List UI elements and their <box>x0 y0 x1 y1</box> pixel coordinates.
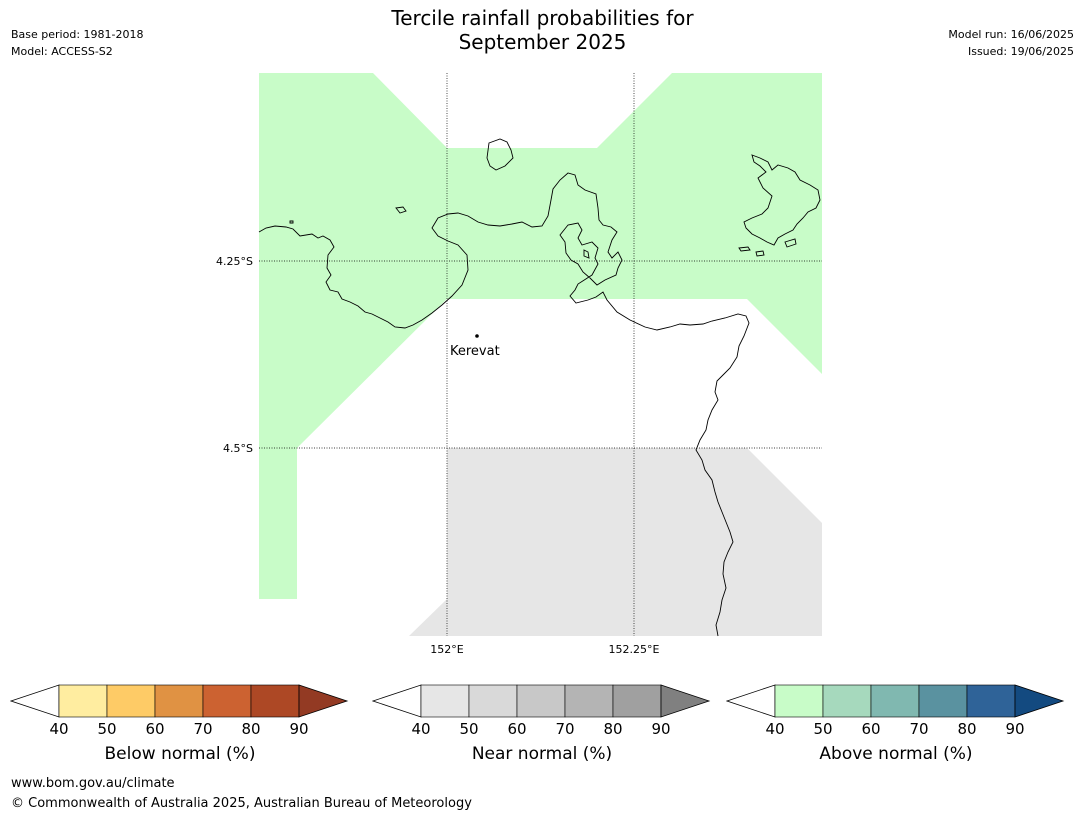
coastline-islet-north <box>486 138 514 171</box>
colorbar-tick-label: 70 <box>555 720 575 738</box>
model-name: Model: ACCESS-S2 <box>11 45 113 58</box>
colorbar-segment <box>250 684 300 718</box>
lon-label-152: 152°E <box>430 643 463 656</box>
near-normal-ticks: 40 50 60 70 80 90 <box>372 720 712 740</box>
colorbar-over-triangle <box>1014 684 1065 718</box>
coastline-islands-east <box>743 154 821 246</box>
lat-label-4-5: 4.5°S <box>223 442 253 455</box>
colorbar-tick-label: 50 <box>97 720 117 738</box>
colorbar-segment <box>202 684 252 718</box>
map-panel: Kerevat 4.25°S 4.5°S 152°E 152.25°E <box>216 73 822 656</box>
colorbar-segment <box>774 684 824 718</box>
colorbar-tick-label: 70 <box>909 720 929 738</box>
colorbar-tick-label: 60 <box>507 720 527 738</box>
near-normal-colorbar <box>371 684 711 718</box>
colorbar-tick-label: 80 <box>957 720 977 738</box>
title-line-2: September 2025 <box>458 30 627 54</box>
coastline-islet-east-c <box>784 238 797 248</box>
coastline-islet-inlet <box>583 249 590 259</box>
legend-near-normal: 40 50 60 70 80 90 Near normal (%) <box>371 684 712 774</box>
colorbar-tick-label: 80 <box>241 720 261 738</box>
lat-label-4-25: 4.25°S <box>216 255 253 268</box>
meta-right: Model run: 16/06/2025 Issued: 19/06/2025 <box>948 26 1074 60</box>
colorbar-tick-label: 90 <box>289 720 309 738</box>
colorbar-tick-label: 40 <box>411 720 431 738</box>
colorbar-segment <box>154 684 204 718</box>
place-label-kerevat: Kerevat <box>450 344 500 359</box>
model-run: Model run: 16/06/2025 <box>948 28 1074 41</box>
colorbar-over-triangle <box>660 684 711 718</box>
base-period: Base period: 1981-2018 <box>11 28 144 41</box>
colorbar-tick-label: 50 <box>459 720 479 738</box>
colorbar-under-triangle <box>371 684 422 718</box>
coastline-islet-west <box>395 206 407 214</box>
colorbar-segment <box>58 684 108 718</box>
near-normal-region <box>409 448 822 636</box>
above-normal-colorbar <box>725 684 1065 718</box>
footer-url[interactable]: www.bom.gov.au/climate <box>11 776 175 791</box>
meta-left: Base period: 1981-2018 Model: ACCESS-S2 <box>11 26 143 60</box>
coastline-islet-east-b <box>755 250 765 257</box>
title-line-1: Tercile rainfall probabilities for <box>391 6 694 30</box>
above-normal-ticks: 40 50 60 70 80 90 <box>726 720 1066 740</box>
kerevat-marker <box>475 334 479 338</box>
colorbar-tick-label: 50 <box>813 720 833 738</box>
colorbar-segment <box>822 684 872 718</box>
colorbar-segment <box>918 684 968 718</box>
footer-copyright: © Commonwealth of Australia 2025, Austra… <box>11 796 472 811</box>
below-normal-colorbar <box>9 684 349 718</box>
colorbar-segment <box>870 684 920 718</box>
colorbar-segment <box>420 684 470 718</box>
colorbar-segment <box>468 684 518 718</box>
colorbar-segment <box>516 684 566 718</box>
colorbar-tick-label: 40 <box>49 720 69 738</box>
map-title: Tercile rainfall probabilities for Septe… <box>0 6 1085 54</box>
colorbar-segment <box>564 684 614 718</box>
coastline-islet-east-a <box>738 246 751 252</box>
colorbar-segment <box>966 684 1016 718</box>
colorbar-over-triangle <box>298 684 349 718</box>
below-normal-label: Below normal (%) <box>104 744 256 764</box>
colorbar-tick-label: 60 <box>145 720 165 738</box>
colorbar-segment <box>612 684 662 718</box>
colorbar-tick-label: 70 <box>193 720 213 738</box>
colorbar-tick-label: 90 <box>1005 720 1025 738</box>
colorbar-tick-label: 40 <box>765 720 785 738</box>
issued-date: Issued: 19/06/2025 <box>967 45 1074 58</box>
legend-below-normal: 40 50 60 70 80 90 Below normal (%) <box>9 684 350 774</box>
colorbar-tick-label: 80 <box>603 720 623 738</box>
coastline-islet-small <box>289 220 294 224</box>
lon-label-152-25: 152.25°E <box>609 643 660 656</box>
near-normal-label: Near normal (%) <box>471 744 613 764</box>
colorbar-under-triangle <box>725 684 776 718</box>
colorbar-segment <box>106 684 156 718</box>
colorbar-under-triangle <box>9 684 60 718</box>
legend-above-normal: 40 50 60 70 80 90 Above normal (%) <box>725 684 1066 774</box>
coastline-main <box>258 172 750 637</box>
colorbar-tick-label: 90 <box>651 720 671 738</box>
above-normal-label: Above normal (%) <box>819 744 973 764</box>
colorbar-tick-label: 60 <box>861 720 881 738</box>
above-normal-region <box>259 73 822 599</box>
below-normal-ticks: 40 50 60 70 80 90 <box>10 720 350 740</box>
